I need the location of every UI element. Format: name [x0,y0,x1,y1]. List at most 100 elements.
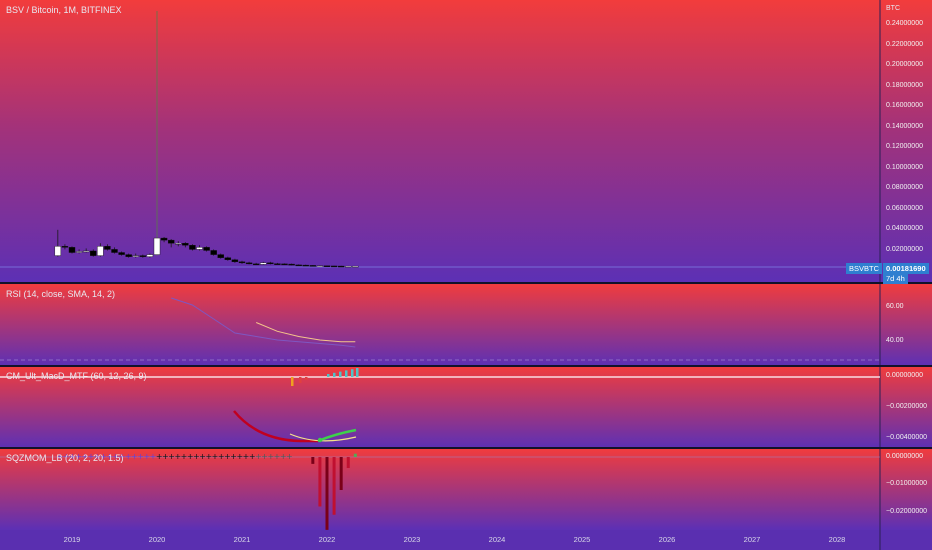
candle-body [160,237,168,241]
squeeze-dot: + [193,452,200,461]
macd-y-tick: −0.00400000 [886,434,928,441]
squeeze-dot: + [125,452,132,461]
macd-cross-dot [317,437,323,443]
candle-body [104,246,111,250]
x-tick: 2020 [148,535,166,544]
squeeze-dot: + [236,452,243,461]
sqz-title[interactable]: SQZMOM_LB (20, 2, 20, 1.5) [6,453,124,463]
y-tick: 0.16000000 [886,102,923,109]
macd-pane-bg [0,366,932,448]
rsi-y-tick: 40.00 [886,337,904,344]
squeeze-dot: + [218,452,225,461]
y-tick: 0.24000000 [886,20,923,27]
candle-body [295,264,302,267]
squeeze-dot: + [261,452,268,461]
squeeze-dot: + [174,452,181,461]
main-pane-bg [0,0,932,283]
candle-body [167,239,175,244]
rsi-series-line [171,297,356,348]
pane-separator[interactable] [0,282,932,284]
y-tick: 0.14000000 [886,123,923,130]
y-tick: 0.02000000 [886,246,923,253]
sqz-bar [346,457,350,468]
squeeze-dot: + [112,452,119,461]
candle-body [146,254,154,257]
macd-hist-bar [333,372,336,377]
chart-title[interactable]: BSV / Bitcoin, 1M, BITFINEX [6,5,122,15]
timeline-bg [0,530,932,550]
squeeze-dot: + [168,452,175,461]
squeeze-dot: + [75,452,82,461]
macd-line [233,410,318,443]
squeeze-dot: + [243,452,250,461]
squeeze-dot: + [181,452,188,461]
x-tick: 2019 [63,535,81,544]
candle-body [267,262,274,265]
rsi-y-tick: 60.00 [886,303,904,310]
squeeze-dot: + [230,452,237,461]
squeeze-dot: + [150,452,157,461]
pane-separator[interactable] [0,365,932,367]
candle-body [231,259,239,263]
x-tick: 2022 [318,535,336,544]
x-tick: 2023 [403,535,421,544]
rsi-title[interactable]: RSI (14, close, SMA, 14, 2) [6,289,116,299]
squeeze-dot: + [69,452,76,461]
sqz-y-tick: 0.00000000 [886,453,923,460]
macd-layer [233,368,359,443]
countdown-tag: 7d 4h [883,273,908,284]
squeeze-dot: + [249,452,256,461]
symbol-tag: BSVBTC [846,263,883,274]
candle-body [132,255,139,257]
squeeze-dot: + [162,452,169,461]
y-tick: 0.18000000 [886,82,923,89]
candle-body [196,247,203,250]
candle-body [316,265,324,267]
squeeze-dot: + [106,452,113,461]
candle-body [302,264,309,267]
candle-body [217,254,224,258]
currency-label: BTC [886,5,900,12]
squeeze-dot: + [205,452,212,461]
y-tick: 0.08000000 [886,184,923,191]
macd-hist-bar [291,377,294,386]
price-tag: 0.00181690 [883,263,929,274]
pane-separator[interactable] [0,447,932,449]
candle-body [210,250,217,255]
sqz-bar [353,453,357,457]
squeeze-dot: + [212,452,219,461]
macd-hist-bar [351,369,354,377]
squeeze-dot: + [267,452,274,461]
squeeze-dot: + [156,452,163,461]
y-tick: 0.06000000 [886,205,923,212]
candle-body [330,265,338,268]
macd-hist-bar [305,377,308,380]
y-tick: 0.22000000 [886,41,923,48]
candle-body [82,250,90,253]
squeeze-dot: + [137,452,144,461]
y-tick: 0.10000000 [886,164,923,171]
y-tick: 0.12000000 [886,143,923,150]
candle-body [175,243,182,245]
squeeze-dot: + [187,452,194,461]
x-tick: 2024 [488,535,506,544]
squeeze-dot: + [119,452,126,461]
sqz-layer: + + + + + + + + + + + + + + + + + + + + + + + + + + + + + + + + + + + + + + [57,452,357,530]
macd-y-tick: −0.00200000 [886,403,928,410]
sqz-bar [318,457,322,507]
macd-title[interactable]: CM_Ult_MacD_MTF (60, 12, 26, 9) [6,371,147,381]
candle-body [309,265,317,267]
sqz-y-tick: −0.01000000 [886,480,928,487]
squeeze-dot: + [100,452,107,461]
squeeze-dot: + [57,452,64,461]
macd-hist-bar [356,368,359,377]
candle-body [111,249,118,253]
candle-body [252,263,260,266]
rsi-layer [171,297,356,348]
squeeze-dot: + [199,452,206,461]
candle-body [288,263,295,266]
candle-body [68,247,76,253]
candle-body [54,246,62,256]
squeeze-dot: + [131,452,138,461]
